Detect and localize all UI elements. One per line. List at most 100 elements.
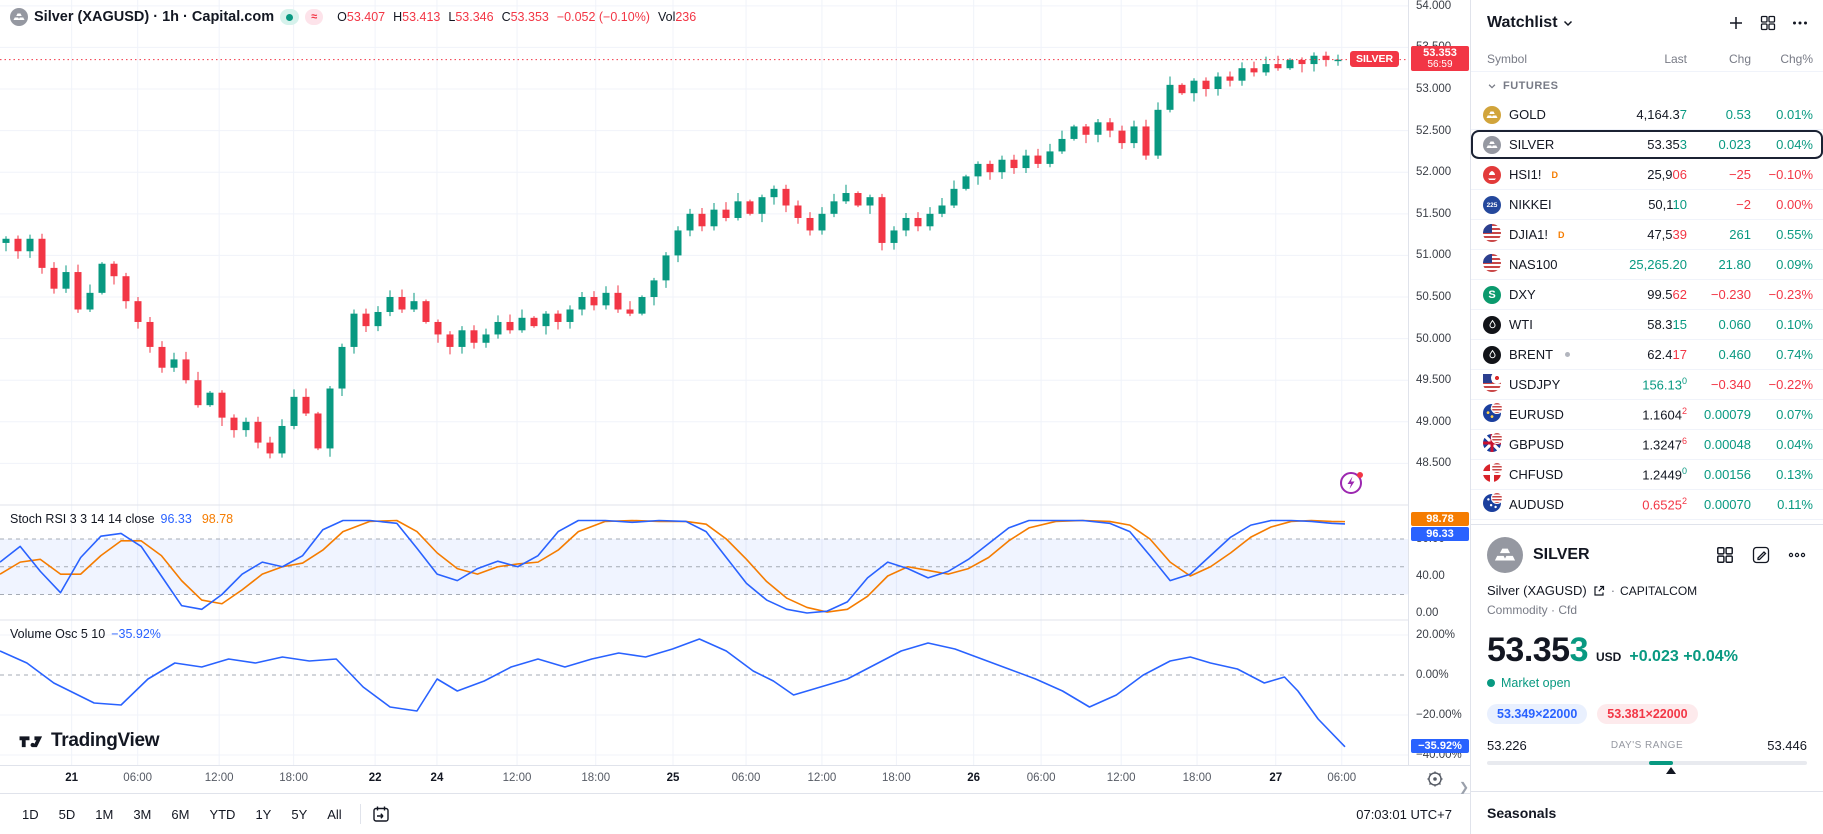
price-axis-label: 51.500 (1416, 207, 1452, 220)
watchlist-row-wti[interactable]: WTI 58.315 0.060 0.10% (1471, 310, 1823, 340)
price-axis-label: 54.000 (1416, 0, 1452, 12)
chg-pct-value: 0.01% (1776, 107, 1813, 122)
delayed-data-badge: D (1558, 229, 1565, 240)
watchlist-row-gold[interactable]: GOLD 4,164.37 0.53 0.01% (1471, 100, 1823, 130)
legend-title[interactable]: Silver (XAGUSD) · 1h · Capital.com (34, 9, 275, 25)
go-to-date-icon[interactable] (371, 804, 391, 824)
price-axis-label: 52.000 (1416, 166, 1452, 179)
gold-icon (1483, 105, 1501, 124)
tradingview-mark-icon (19, 736, 43, 748)
last-value: 0.65252 (1642, 496, 1687, 513)
range-marker-icon (1666, 767, 1676, 774)
watchlist-section-futures[interactable]: FUTURES (1471, 72, 1823, 100)
time-axis-label: 18:00 (881, 772, 911, 784)
last-value: 1.32476 (1642, 436, 1687, 453)
chart-area[interactable]: Silver (XAGUSD) · 1h · Capital.com ≈ O53… (0, 0, 1470, 834)
range-button-ytd[interactable]: YTD (209, 806, 236, 822)
watchlist-row-djia1[interactable]: DJIA1! D 47,539 261 0.55% (1471, 220, 1823, 250)
panel-collapse-handle[interactable]: ❯ (1459, 780, 1470, 794)
time-axis-label: 06:00 (123, 772, 153, 784)
last-value: 1.24490 (1642, 466, 1687, 483)
main-pane-legend: Silver (XAGUSD) · 1h · Capital.com ≈ O53… (10, 8, 696, 26)
price-axis-label: 0.00 (1416, 607, 1439, 619)
price-axis-label: −20.00% (1416, 709, 1462, 721)
time-axis[interactable]: 21 06:00 12:00 18:00 22 24 12:00 18:00 25 06:00 12… (0, 765, 1470, 793)
toolbar-divider (359, 804, 361, 824)
watchlist-row-nikkei[interactable]: 225 NIKKEI 50,110 −2 0.00% (1471, 190, 1823, 220)
stoch-k-badge: 96.33 (1411, 527, 1469, 541)
chg-value: 0.060 (1718, 317, 1751, 332)
watchlist-row-gbpusd[interactable]: GBPUSD 1.32476 0.00048 0.04% (1471, 430, 1823, 460)
nikkei-icon: 225 (1483, 195, 1501, 215)
last-value: 58.315 (1647, 317, 1687, 332)
layout-grid-icon[interactable] (1759, 14, 1777, 32)
price-axis-label: 50.000 (1416, 332, 1452, 345)
status-dot-icon (286, 13, 294, 21)
time-axis-label: 21 (65, 772, 79, 784)
range-toolbar: 1D 5D 1M 3M 6M YTD 1Y 5Y All 07:03:01 UTC+7 (0, 793, 1470, 834)
symbol-name: GBPUSD (1509, 437, 1564, 452)
range-button-all[interactable]: All (327, 806, 342, 822)
audusd-icon (1483, 492, 1503, 515)
grid-view-icon[interactable] (1715, 545, 1735, 565)
flash-alert-icon[interactable] (1338, 468, 1366, 496)
volume-osc-title[interactable]: Volume Osc 5 10 (10, 627, 106, 641)
watchlist-rows: GOLD 4,164.37 0.53 0.01% SILVER 53.353 0.023 0.… (1471, 100, 1823, 520)
watchlist-row-nas100[interactable]: NAS100 25,265.20 21.80 0.09% (1471, 250, 1823, 280)
watchlist-row-eurusd[interactable]: EURUSD 1.16042 0.00079 0.07% (1471, 400, 1823, 430)
seasonals-section-header[interactable]: Seasonals (1471, 791, 1823, 834)
chg-pct-value: −0.23% (1768, 287, 1813, 302)
data-status-dot-icon (1565, 352, 1571, 357)
range-button-5d[interactable]: 5D (58, 806, 76, 822)
range-button-6m[interactable]: 6M (171, 806, 190, 822)
watchlist-row-silver[interactable]: SILVER 53.353 0.023 0.04% (1471, 130, 1823, 160)
more-options-icon[interactable] (1787, 545, 1807, 565)
time-axis-label: 25 (666, 772, 680, 784)
chg-pct-value: 0.10% (1776, 317, 1813, 332)
range-button-1d[interactable]: 1D (22, 806, 39, 822)
watchlist-row-hsi1[interactable]: HSI1! D 25,906 −25 −0.10% (1471, 160, 1823, 190)
time-axis-label: 26 (967, 772, 981, 784)
symbol-name: WTI (1509, 317, 1533, 332)
symbol-name: GOLD (1509, 107, 1546, 122)
more-options-icon[interactable] (1791, 14, 1809, 32)
market-status-dot-badge[interactable] (280, 9, 300, 25)
chg-pct-value: 0.74% (1776, 347, 1813, 362)
watchlist-row-chfusd[interactable]: CHFUSD 1.24490 0.00156 0.13% (1471, 460, 1823, 490)
watchlist-row-usdjpy[interactable]: USDJPY 156.130 −0.340 −0.22% (1471, 370, 1823, 400)
time-axis-label: 24 (430, 772, 444, 784)
watchlist-column-headers[interactable]: Symbol Last Chg Chg% (1471, 46, 1823, 72)
range-button-1m[interactable]: 1M (95, 806, 114, 822)
clock[interactable]: 07:03:01 UTC+7 (1356, 806, 1452, 822)
range-button-3m[interactable]: 3M (133, 806, 152, 822)
axis-settings-icon[interactable] (1425, 769, 1445, 789)
range-button-1y[interactable]: 1Y (255, 806, 272, 822)
price-axis-label: 0.00% (1416, 669, 1449, 681)
edit-note-icon[interactable] (1751, 545, 1771, 565)
tradingview-logo[interactable]: TradingView (18, 730, 160, 752)
time-axis-label: 27 (1269, 772, 1283, 784)
approx-badge[interactable]: ≈ (305, 9, 324, 25)
range-label: DAY'S RANGE (1610, 740, 1684, 751)
watchlist-row-audusd[interactable]: AUDUSD 0.65252 0.00070 0.11% (1471, 490, 1823, 520)
detail-change: +0.023 +0.04% (1629, 648, 1738, 665)
open-dot-icon (1487, 679, 1495, 687)
ask-price-tag: 53.381×22000 (1597, 704, 1698, 724)
last-value: 62.417 (1647, 347, 1687, 362)
time-axis-label: 12:00 (502, 772, 532, 784)
watchlist-title-menu[interactable]: Watchlist (1487, 14, 1574, 32)
watchlist-row-brent[interactable]: BRENT 62.417 0.460 0.74% (1471, 340, 1823, 370)
external-link-icon[interactable] (1592, 584, 1606, 598)
chart-canvas[interactable] (0, 0, 1408, 765)
watchlist-row-dxy[interactable]: S DXY 99.562 −0.230 −0.23% (1471, 280, 1823, 310)
price-axis[interactable]: 53.353 56:59 98.78 96.33 −35.92% 54.000 5… (1408, 0, 1470, 765)
range-button-5y[interactable]: 5Y (291, 806, 308, 822)
symbol-name: USDJPY (1509, 377, 1561, 392)
add-symbol-icon[interactable] (1727, 14, 1745, 32)
detail-last-price: 53.353 (1487, 631, 1589, 669)
stoch-title[interactable]: Stoch RSI 3 3 14 14 close (10, 512, 155, 526)
chg-value: −0.230 (1710, 287, 1751, 302)
symbol-name: NAS100 (1509, 257, 1558, 272)
volume-osc-value: −35.92% (111, 627, 161, 641)
